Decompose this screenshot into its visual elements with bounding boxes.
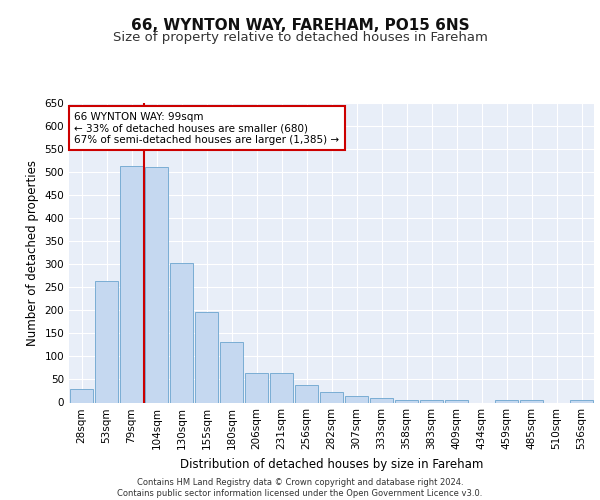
Bar bbox=[370, 398, 393, 402]
Bar bbox=[220, 342, 243, 402]
Bar bbox=[320, 392, 343, 402]
Bar bbox=[495, 400, 518, 402]
Bar bbox=[345, 396, 368, 402]
Bar bbox=[570, 400, 593, 402]
Y-axis label: Number of detached properties: Number of detached properties bbox=[26, 160, 39, 346]
Bar bbox=[170, 263, 193, 402]
Bar bbox=[520, 400, 543, 402]
Bar bbox=[295, 386, 318, 402]
X-axis label: Distribution of detached houses by size in Fareham: Distribution of detached houses by size … bbox=[180, 458, 483, 471]
Bar bbox=[420, 400, 443, 402]
Bar bbox=[145, 167, 168, 402]
Bar bbox=[445, 400, 468, 402]
Bar bbox=[70, 388, 93, 402]
Bar bbox=[245, 372, 268, 402]
Text: Contains HM Land Registry data © Crown copyright and database right 2024.
Contai: Contains HM Land Registry data © Crown c… bbox=[118, 478, 482, 498]
Bar bbox=[95, 281, 118, 402]
Text: 66, WYNTON WAY, FAREHAM, PO15 6NS: 66, WYNTON WAY, FAREHAM, PO15 6NS bbox=[131, 18, 469, 32]
Bar bbox=[120, 166, 143, 402]
Text: 66 WYNTON WAY: 99sqm
← 33% of detached houses are smaller (680)
67% of semi-deta: 66 WYNTON WAY: 99sqm ← 33% of detached h… bbox=[74, 112, 340, 144]
Bar bbox=[395, 400, 418, 402]
Bar bbox=[195, 312, 218, 402]
Text: Size of property relative to detached houses in Fareham: Size of property relative to detached ho… bbox=[113, 31, 487, 44]
Bar bbox=[270, 372, 293, 402]
